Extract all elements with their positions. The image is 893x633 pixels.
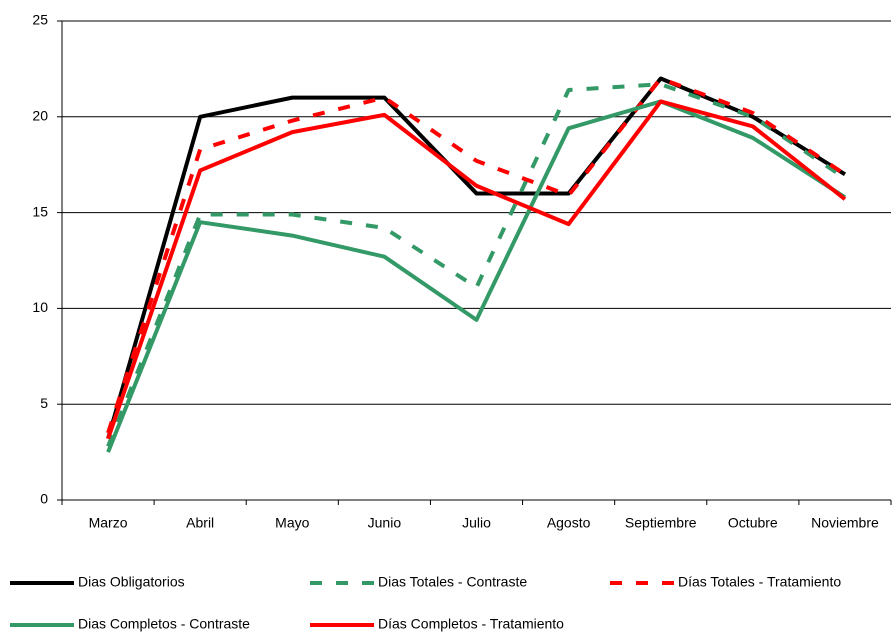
y-tick-label: 5 <box>40 395 48 411</box>
series-line <box>106 99 847 453</box>
legend-label: Días Completos - Tratamiento <box>378 616 564 632</box>
y-tick-label: 10 <box>32 299 48 315</box>
y-tick-label: 0 <box>40 491 48 507</box>
x-tick-label: Septiembre <box>625 515 697 531</box>
x-tick-label: Octubre <box>728 515 778 531</box>
x-tick-label: Junio <box>368 515 402 531</box>
x-tick-label: Noviembre <box>811 515 879 531</box>
legend-label: Dias Completos - Contraste <box>78 616 250 632</box>
y-tick-label: 20 <box>32 108 48 124</box>
x-tick-label: Julio <box>462 515 491 531</box>
series-line <box>106 99 847 440</box>
series-line <box>106 82 847 448</box>
x-tick-label: Marzo <box>89 515 128 531</box>
legend-label: Días Totales - Tratamiento <box>678 574 841 590</box>
x-tick-label: Agosto <box>547 515 591 531</box>
x-tick-label: Mayo <box>275 515 309 531</box>
y-tick-label: 15 <box>32 203 48 219</box>
legend-label: Dias Obligatorios <box>78 574 185 590</box>
y-tick-label: 25 <box>32 12 48 28</box>
x-tick-label: Abril <box>186 515 214 531</box>
series-line <box>106 76 847 434</box>
legend-label: Dias Totales - Contraste <box>378 574 527 590</box>
